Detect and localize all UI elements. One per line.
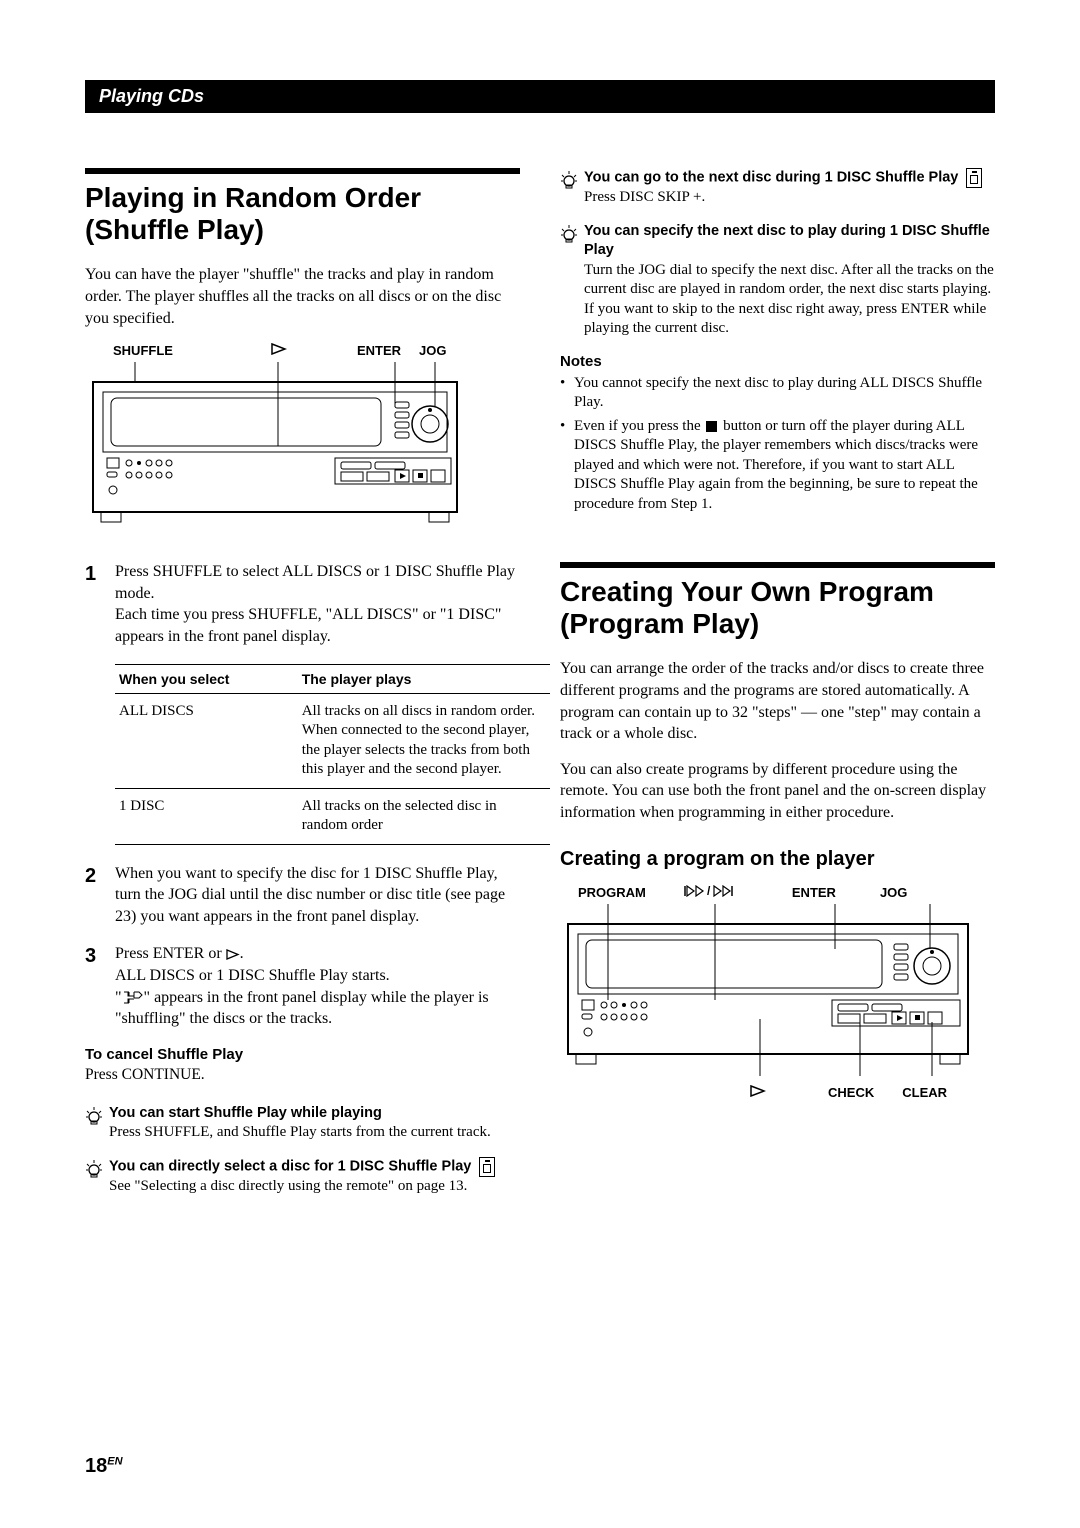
step-1-text-b: Each time you press SHUFFLE, "ALL DISCS"… <box>115 604 520 647</box>
table-row: 1 DISC All tracks on the selected disc i… <box>115 788 550 844</box>
right-column: You can go to the next disc during 1 DIS… <box>560 168 995 1210</box>
step-3-text-a: Press ENTER or <box>115 945 226 962</box>
cancel-heading: To cancel Shuffle Play <box>85 1046 520 1063</box>
lightbulb-icon <box>85 1157 109 1197</box>
step-3: 3 Press ENTER or . ALL DISCS or 1 DISC S… <box>85 943 520 1029</box>
skip-icons: / <box>684 885 736 900</box>
remote-icon <box>479 1157 495 1177</box>
tip3-body: Press DISC SKIP +. <box>584 189 705 205</box>
device-illustration <box>85 362 465 532</box>
cancel-body: Press CONTINUE. <box>85 1065 520 1086</box>
player-diagram-program: PROGRAM / ENTER JOG <box>560 885 995 1100</box>
tip-start-while-playing: You can start Shuffle Play while playing… <box>85 1104 520 1143</box>
note2-pre: Even if you press the <box>574 418 704 434</box>
section-header: Playing CDs <box>85 80 995 113</box>
label-enter: ENTER <box>792 885 836 900</box>
stop-icon <box>706 421 717 432</box>
table-header-plays: The player plays <box>298 664 550 693</box>
tip2-title: You can directly select a disc for 1 DIS… <box>109 1158 471 1174</box>
intro-text: You can have the player "shuffle" the tr… <box>85 264 520 329</box>
svg-text:/: / <box>707 885 711 897</box>
label-check: CHECK <box>828 1085 874 1100</box>
step-1: 1 Press SHUFFLE to select ALL DISCS or 1… <box>85 561 520 647</box>
table-header-select: When you select <box>115 664 298 693</box>
tip-specify-next-disc: You can specify the next disc to play du… <box>560 222 995 339</box>
step-1-text-a: Press SHUFFLE to select ALL DISCS or 1 D… <box>115 561 520 604</box>
step-2-text: When you want to specify the disc for 1 … <box>115 863 520 928</box>
tip4-title: You can specify the next disc to play du… <box>584 223 990 259</box>
step-3-text-b: ALL DISCS or 1 DISC Shuffle Play starts. <box>115 967 390 984</box>
page-number: 18EN <box>85 1455 123 1478</box>
intro2a: You can arrange the order of the tracks … <box>560 658 995 744</box>
label-jog: JOG <box>880 885 907 900</box>
heading-program-play: Creating Your Own Program (Program Play) <box>560 576 995 640</box>
intro2b: You can also create programs by differen… <box>560 759 995 824</box>
note-item: You cannot specify the next disc to play… <box>560 374 995 413</box>
notes-heading: Notes <box>560 353 995 370</box>
step-3-text-c-post: " appears in the front panel display whi… <box>115 989 489 1028</box>
play-icon <box>226 949 240 960</box>
lightbulb-icon <box>560 168 584 208</box>
cell-all-discs-desc: All tracks on all discs in random order.… <box>298 693 550 788</box>
player-diagram-shuffle: SHUFFLE ENTER JOG <box>85 343 520 537</box>
notes-list: You cannot specify the next disc to play… <box>560 374 995 515</box>
tip2-body: See "Selecting a disc directly using the… <box>109 1178 467 1194</box>
cell-all-discs: ALL DISCS <box>115 693 298 788</box>
remote-icon <box>966 168 982 188</box>
lightbulb-icon <box>85 1104 109 1143</box>
label-enter: ENTER <box>357 343 401 358</box>
tip-directly-select-disc: You can directly select a disc for 1 DIS… <box>85 1157 520 1197</box>
label-shuffle: SHUFFLE <box>113 343 173 358</box>
label-program: PROGRAM <box>578 885 646 900</box>
step-number: 1 <box>85 561 115 647</box>
tip4-body: Turn the JOG dial to specify the next di… <box>584 262 994 337</box>
device-illustration <box>560 904 980 1084</box>
tip1-body: Press SHUFFLE, and Shuffle Play starts f… <box>109 1124 491 1140</box>
step-number: 3 <box>85 943 115 1029</box>
note-item: Even if you press the button or turn off… <box>560 417 995 515</box>
tip-next-disc: You can go to the next disc during 1 DIS… <box>560 168 995 208</box>
tip3-title: You can go to the next disc during 1 DIS… <box>584 169 958 185</box>
heading-shuffle-play: Playing in Random Order (Shuffle Play) <box>85 182 520 246</box>
table-row: ALL DISCS All tracks on all discs in ran… <box>115 693 550 788</box>
shuffle-icon <box>122 990 144 1006</box>
cell-1-disc-desc: All tracks on the selected disc in rando… <box>298 788 550 844</box>
step-number: 2 <box>85 863 115 928</box>
tip1-title: You can start Shuffle Play while playing <box>109 1105 382 1121</box>
cell-1-disc: 1 DISC <box>115 788 298 844</box>
label-jog: JOG <box>419 343 446 358</box>
subheading-creating-on-player: Creating a program on the player <box>560 848 995 871</box>
play-icon <box>750 1085 766 1100</box>
selection-table: When you select The player plays ALL DIS… <box>115 664 550 845</box>
label-clear: CLEAR <box>902 1085 947 1100</box>
step-2: 2 When you want to specify the disc for … <box>85 863 520 928</box>
lightbulb-icon <box>560 222 584 339</box>
play-icon <box>271 343 287 358</box>
left-column: Playing in Random Order (Shuffle Play) Y… <box>85 168 520 1210</box>
